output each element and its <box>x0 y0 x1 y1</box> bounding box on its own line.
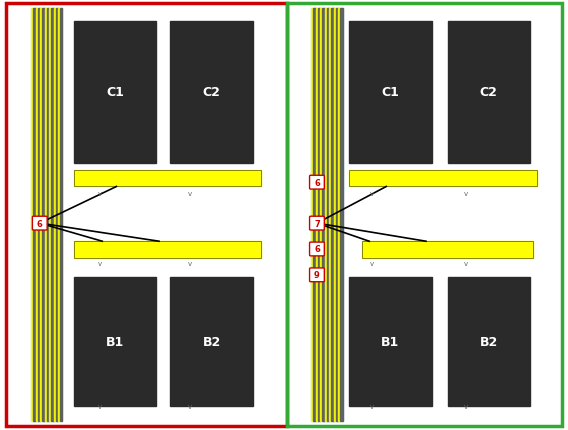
Bar <box>43 9 45 421</box>
Bar <box>45 9 47 421</box>
Bar <box>34 9 36 421</box>
Bar <box>74 171 261 187</box>
Bar <box>338 9 340 421</box>
Bar <box>51 9 53 421</box>
Text: B1: B1 <box>106 335 124 348</box>
Bar <box>320 9 323 421</box>
Text: B1: B1 <box>381 335 400 348</box>
Bar <box>74 242 261 258</box>
FancyBboxPatch shape <box>310 176 324 190</box>
Text: v: v <box>463 403 468 409</box>
Bar <box>333 9 336 421</box>
Bar <box>329 9 331 421</box>
Bar <box>331 9 333 421</box>
Bar <box>47 9 49 421</box>
Bar <box>38 9 40 421</box>
Bar <box>349 22 432 163</box>
Text: v: v <box>370 190 374 196</box>
Bar <box>327 9 329 421</box>
Bar <box>170 22 253 163</box>
Bar <box>287 4 562 426</box>
Text: 6: 6 <box>37 219 43 228</box>
Text: v: v <box>463 260 468 266</box>
Bar <box>31 9 62 421</box>
Text: 7: 7 <box>314 219 320 228</box>
Bar <box>311 9 314 421</box>
Bar <box>314 9 316 421</box>
Text: C2: C2 <box>203 86 220 99</box>
Bar <box>9 6 284 424</box>
Text: v: v <box>97 190 102 196</box>
Bar <box>316 9 318 421</box>
Bar <box>36 9 38 421</box>
Bar <box>53 9 56 421</box>
Bar <box>60 9 62 421</box>
Bar <box>31 9 34 421</box>
Bar <box>362 242 533 258</box>
Text: B2: B2 <box>202 335 221 348</box>
Bar <box>170 277 253 406</box>
Bar <box>49 9 51 421</box>
Bar <box>74 22 156 163</box>
Bar <box>336 9 338 421</box>
Text: v: v <box>97 260 102 266</box>
Text: v: v <box>188 403 193 409</box>
Text: v: v <box>370 403 374 409</box>
Bar <box>40 9 43 421</box>
FancyBboxPatch shape <box>32 217 47 230</box>
Text: B2: B2 <box>479 335 498 348</box>
Bar <box>311 9 343 421</box>
Text: v: v <box>188 190 193 196</box>
Text: v: v <box>188 260 193 266</box>
Bar <box>58 9 60 421</box>
Bar <box>56 9 58 421</box>
Text: 6: 6 <box>314 245 320 254</box>
Text: 6: 6 <box>314 178 320 187</box>
Bar <box>74 277 156 406</box>
Bar <box>349 171 537 187</box>
Bar <box>74 171 261 187</box>
Text: v: v <box>370 260 374 266</box>
Bar <box>74 242 261 258</box>
Bar <box>340 9 343 421</box>
Bar <box>325 9 327 421</box>
Bar <box>6 4 287 426</box>
Bar <box>349 277 432 406</box>
Bar <box>362 242 533 258</box>
Text: C1: C1 <box>382 86 399 99</box>
Text: v: v <box>463 190 468 196</box>
Text: v: v <box>97 403 102 409</box>
Bar <box>448 22 530 163</box>
Bar <box>323 9 325 421</box>
FancyBboxPatch shape <box>310 268 324 282</box>
Text: C2: C2 <box>480 86 498 99</box>
Bar <box>290 6 559 424</box>
Bar <box>318 9 320 421</box>
Text: 9: 9 <box>314 271 320 280</box>
Bar <box>349 171 537 187</box>
FancyBboxPatch shape <box>310 243 324 256</box>
FancyBboxPatch shape <box>310 217 324 230</box>
Bar <box>448 277 530 406</box>
Text: C1: C1 <box>106 86 124 99</box>
